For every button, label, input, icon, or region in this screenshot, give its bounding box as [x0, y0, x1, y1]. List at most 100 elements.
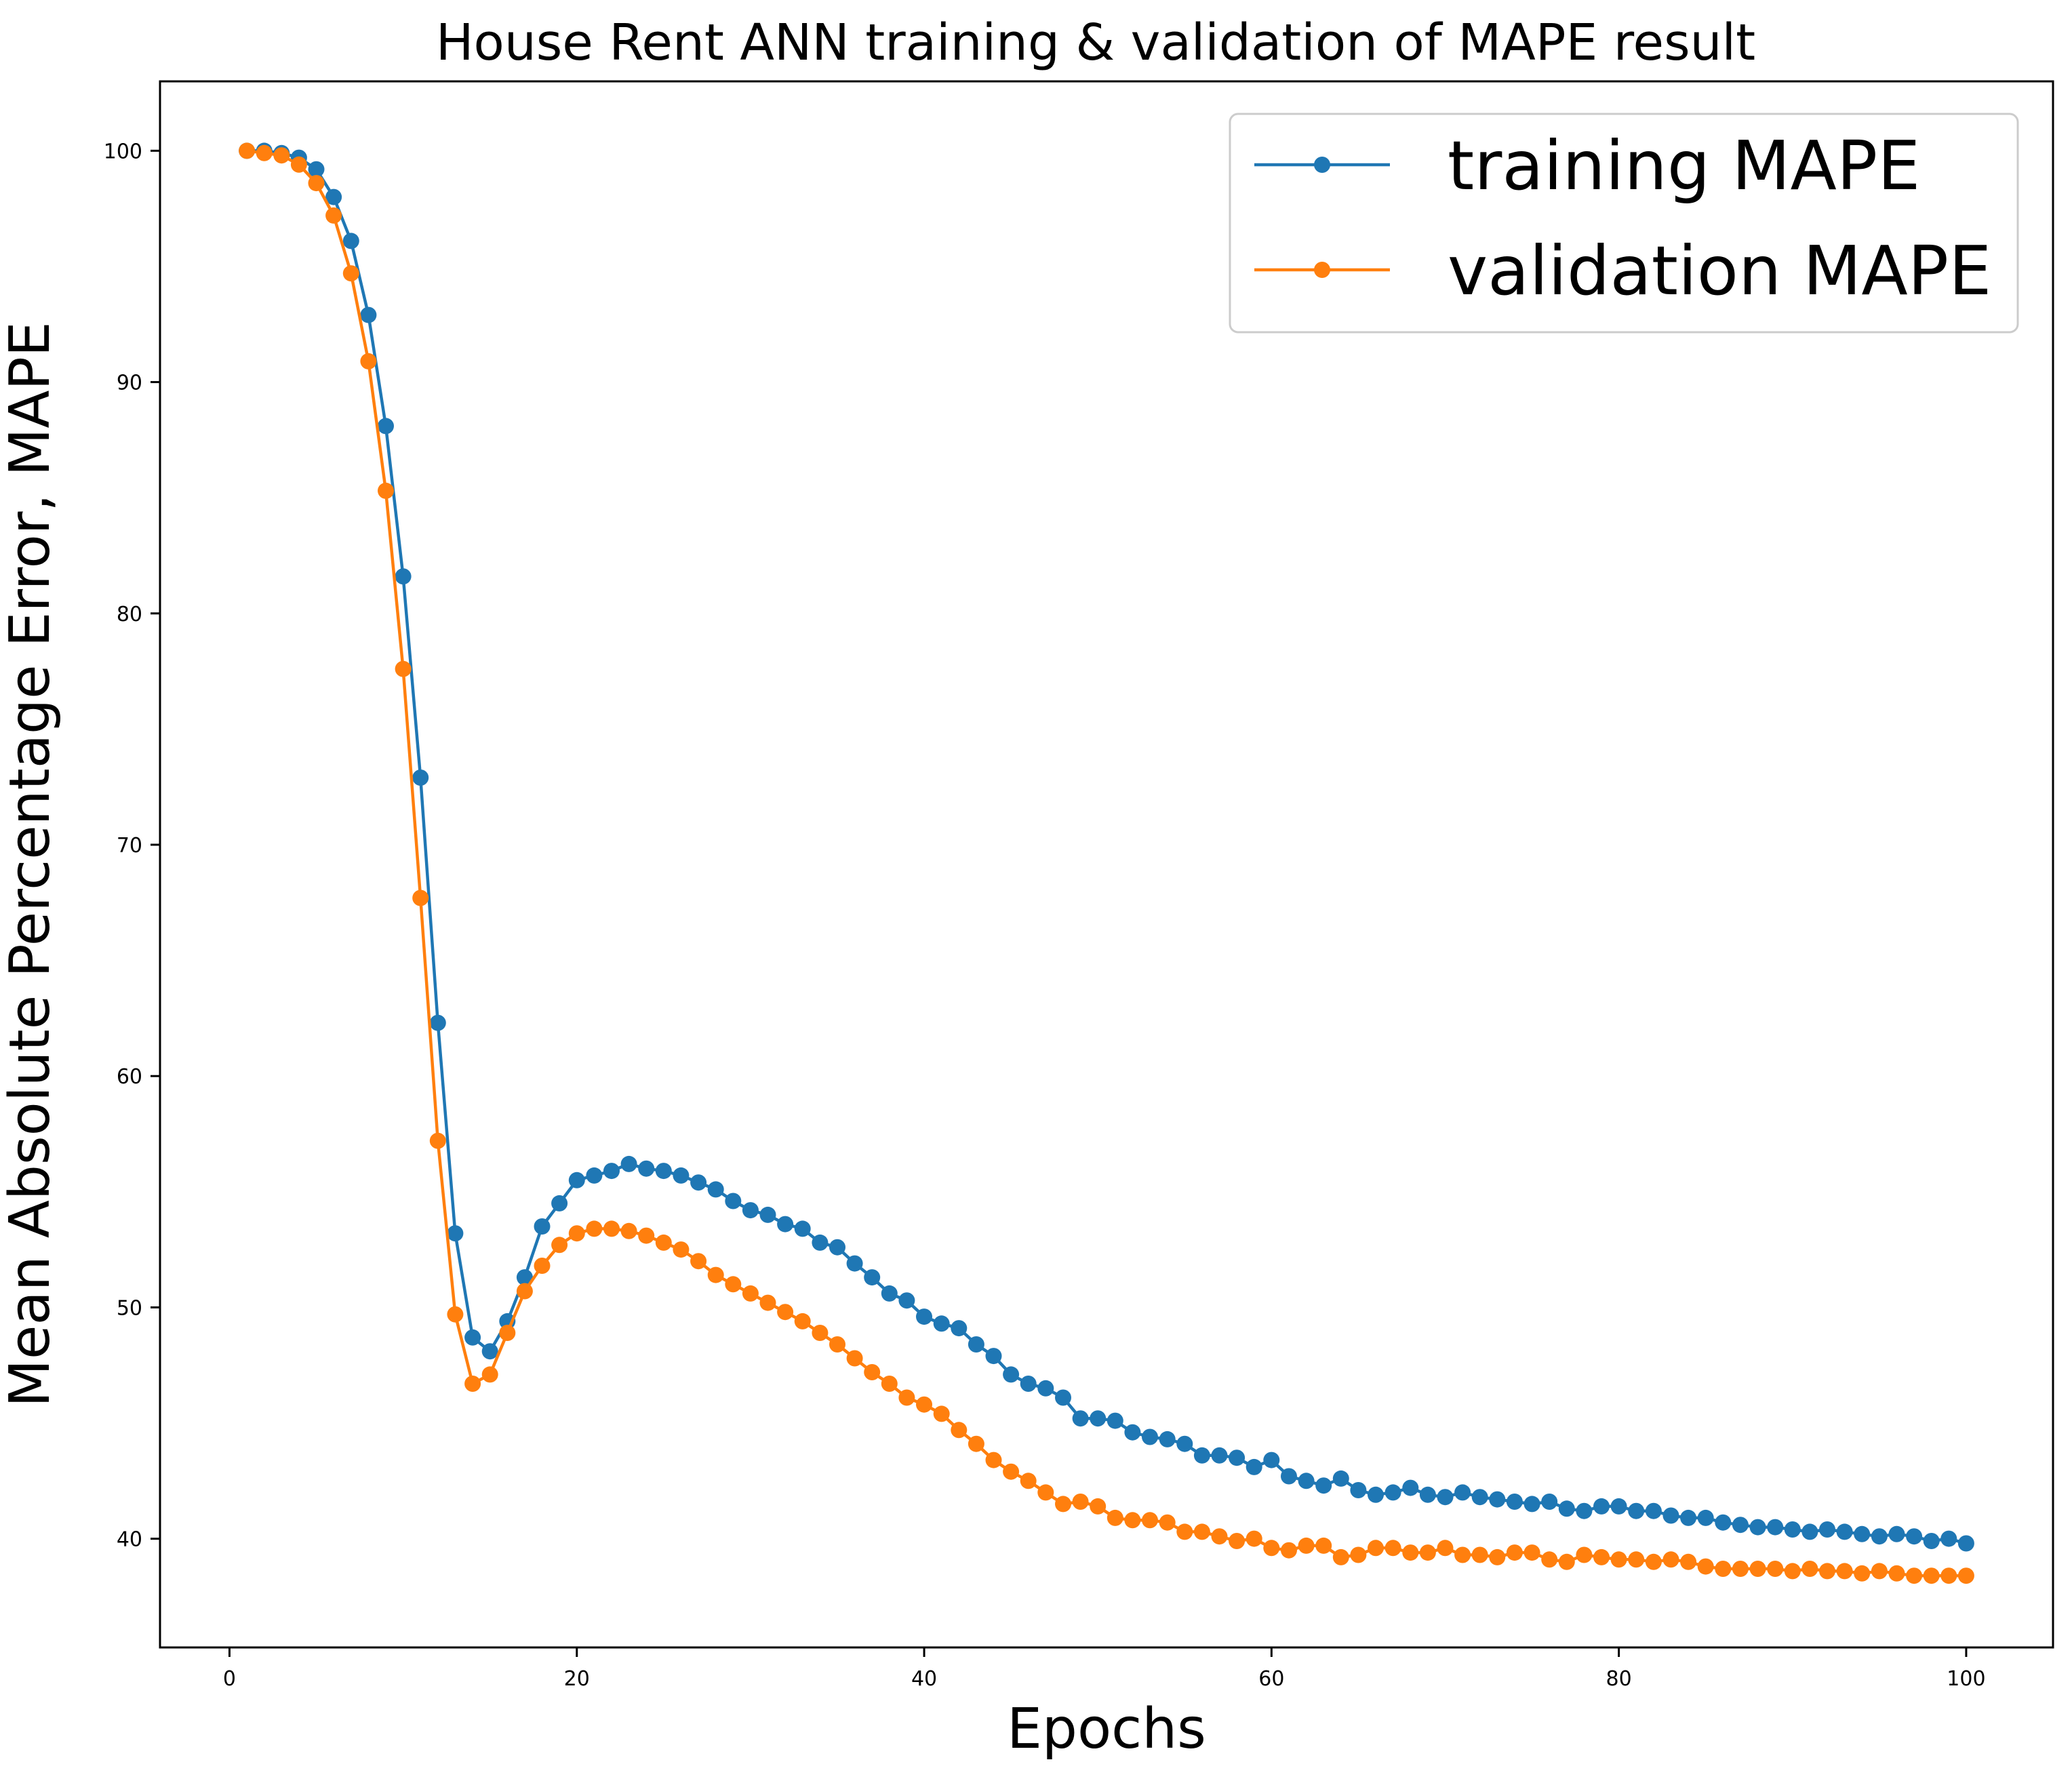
training-mape-point — [1541, 1494, 1558, 1510]
training-mape-point — [1645, 1502, 1662, 1519]
validation-mape-point — [1854, 1565, 1871, 1582]
training-mape-point — [1298, 1473, 1315, 1489]
training-mape-point — [464, 1329, 481, 1346]
training-mape-point — [1906, 1528, 1923, 1545]
training-mape-point — [777, 1216, 794, 1233]
validation-mape-point — [447, 1306, 464, 1323]
validation-mape-point — [1298, 1537, 1315, 1554]
training-mape-point — [742, 1202, 759, 1219]
validation-mape-point — [1193, 1523, 1210, 1540]
validation-mape-point — [1628, 1551, 1645, 1568]
training-mape-point — [1229, 1449, 1246, 1466]
validation-mape-point — [516, 1283, 533, 1300]
training-mape-point — [1871, 1528, 1888, 1545]
training-mape-point — [1263, 1452, 1280, 1468]
training-mape-point — [1211, 1447, 1228, 1464]
training-mape-point — [1281, 1468, 1297, 1485]
validation-mape-point — [1402, 1544, 1419, 1561]
training-mape-point — [1037, 1380, 1054, 1397]
validation-mape-point — [342, 265, 359, 282]
validation-mape-point — [707, 1266, 724, 1283]
training-mape-point — [308, 161, 325, 178]
training-mape-point — [603, 1163, 620, 1180]
validation-mape-point — [968, 1435, 984, 1452]
training-mape-point — [1749, 1519, 1766, 1536]
training-mape-point — [1419, 1486, 1436, 1503]
validation-mape-point — [1940, 1567, 1957, 1584]
training-mape-point — [1506, 1494, 1523, 1510]
validation-mape-point — [655, 1234, 672, 1251]
y-tick-label: 60 — [117, 1065, 142, 1089]
training-mape-point — [1697, 1509, 1714, 1526]
validation-mape-point — [1107, 1509, 1123, 1526]
validation-mape-point — [916, 1396, 932, 1413]
training-mape-point — [1923, 1533, 1940, 1549]
training-mape-point — [1020, 1376, 1037, 1392]
training-mape-point — [1940, 1530, 1957, 1547]
validation-mape-point — [1957, 1567, 1974, 1584]
training-mape-point — [968, 1336, 984, 1353]
training-mape-point — [378, 418, 394, 435]
validation-mape-point — [586, 1220, 603, 1237]
validation-mape-point — [1003, 1463, 1020, 1480]
validation-mape-point — [1871, 1563, 1888, 1580]
validation-mape-point — [412, 889, 429, 906]
training-mape-point — [655, 1163, 672, 1180]
validation-mape-point — [1281, 1542, 1297, 1559]
validation-mape-point — [1315, 1537, 1332, 1554]
training-mape-point — [1159, 1430, 1176, 1447]
validation-mape-point — [759, 1294, 776, 1311]
validation-mape-point — [1697, 1558, 1714, 1575]
x-axis: 0 20 40 60 80 100 — [223, 1647, 1986, 1691]
training-mape-point — [1523, 1496, 1540, 1513]
training-mape-point — [638, 1160, 655, 1177]
validation-mape-point — [1576, 1546, 1593, 1563]
training-mape-point — [586, 1167, 603, 1184]
validation-mape-point — [1176, 1523, 1193, 1540]
validation-mape-point — [812, 1325, 829, 1341]
validation-mape-point — [794, 1313, 811, 1329]
training-mape-point — [1489, 1491, 1506, 1508]
training-mape-point — [846, 1255, 863, 1272]
x-tick-label: 40 — [911, 1667, 937, 1691]
training-mape-point — [794, 1220, 811, 1237]
training-mape-point — [395, 568, 412, 585]
legend-marker-training-mape — [1314, 157, 1330, 173]
training-mape-point — [1072, 1410, 1089, 1427]
validation-mape-point — [1645, 1553, 1662, 1570]
training-mape-point — [620, 1155, 637, 1172]
validation-mape-point — [620, 1222, 637, 1239]
training-mape-point — [1819, 1521, 1835, 1538]
training-mape-point — [1767, 1519, 1784, 1536]
training-mape-point — [1350, 1482, 1367, 1498]
training-mape-point — [1003, 1366, 1020, 1383]
validation-mape-point — [985, 1452, 1002, 1468]
validation-mape-point — [1610, 1551, 1627, 1568]
validation-mape-point — [1124, 1512, 1141, 1529]
y-tick-label: 40 — [117, 1528, 142, 1552]
training-mape-point — [881, 1285, 898, 1302]
training-mape-point — [1471, 1489, 1488, 1506]
validation-mape-point — [1142, 1512, 1158, 1529]
validation-mape-point — [1211, 1528, 1228, 1545]
validation-mape-point — [534, 1258, 551, 1274]
validation-mape-point — [829, 1336, 845, 1353]
training-mape-point — [1957, 1535, 1974, 1552]
training-mape-point — [1124, 1424, 1141, 1441]
training-mape-point — [1593, 1498, 1610, 1515]
validation-mape-point — [1680, 1553, 1697, 1570]
validation-mape-point — [1923, 1567, 1940, 1584]
validation-mape-point — [1471, 1546, 1488, 1563]
training-mape-point — [707, 1181, 724, 1198]
validation-mape-point — [1384, 1540, 1401, 1557]
x-tick-label: 20 — [564, 1667, 590, 1691]
validation-mape-point — [256, 144, 273, 161]
validation-mape-point — [429, 1132, 446, 1149]
training-mape-point — [933, 1315, 950, 1332]
y-tick-label: 100 — [104, 140, 142, 163]
legend: training MAPE validation MAPE — [1229, 113, 2019, 334]
training-mape-point — [1315, 1477, 1332, 1494]
validation-mape-point — [290, 156, 307, 173]
training-mape-point — [725, 1193, 742, 1209]
